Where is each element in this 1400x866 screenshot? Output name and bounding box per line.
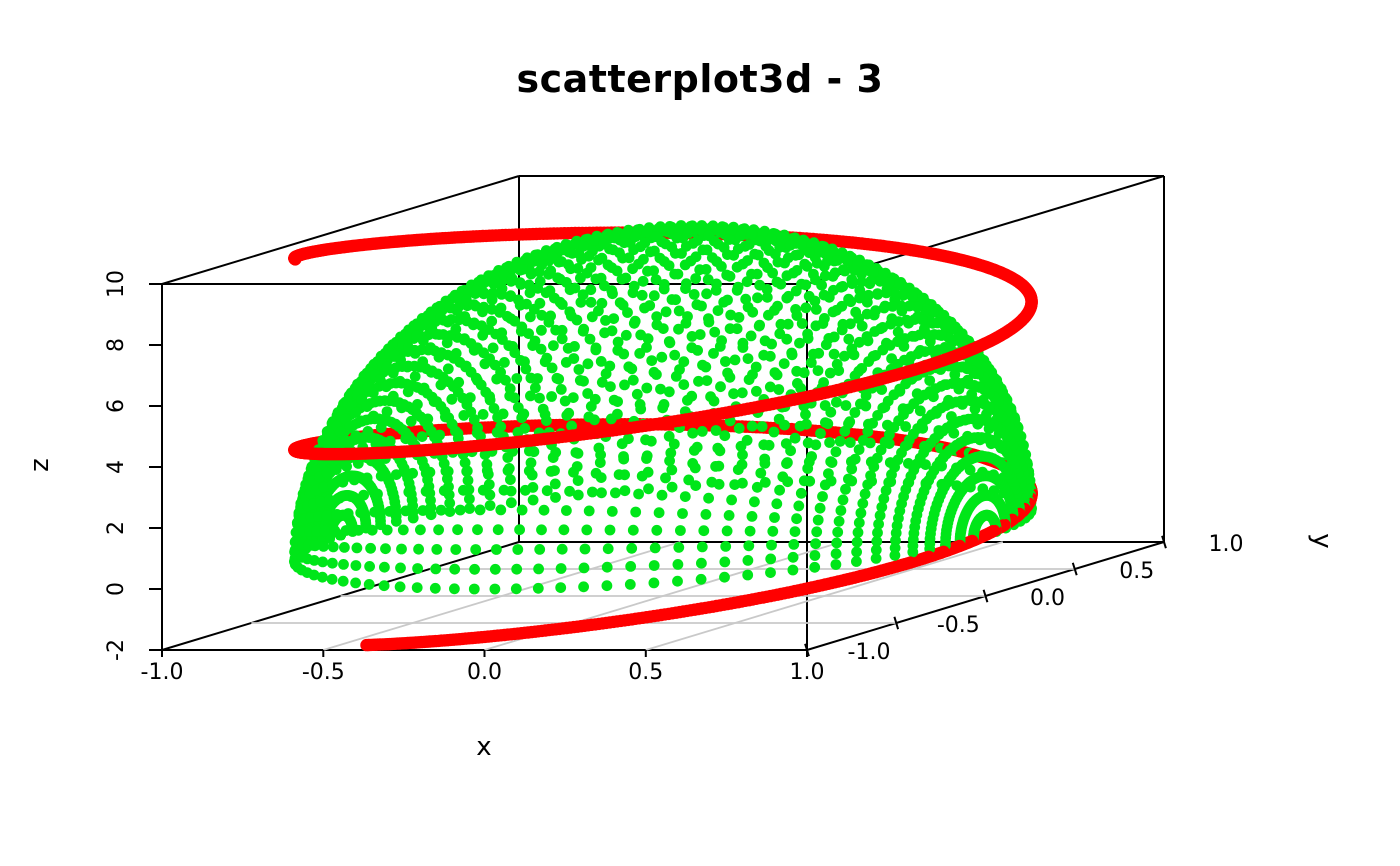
x-tick-label: 0.5 — [628, 660, 663, 685]
y-axis-label: y — [1307, 533, 1337, 549]
z-tick-label: 2 — [104, 521, 129, 535]
data-points — [288, 220, 1038, 652]
z-tick-label: 0 — [104, 582, 129, 596]
y-tick-label: 0.0 — [1030, 586, 1065, 611]
axis-tick-labels: -1.0 -0.5 0.0 0.5 1.0 -2 0 2 4 6 8 10 -1.0 -0.5 0.0 0.5… — [104, 270, 1244, 685]
y-tick-label: -1.0 — [848, 640, 891, 665]
x-tick-label: 1.0 — [790, 660, 825, 685]
x-axis-label: x — [476, 732, 492, 762]
x-tick-label: -1.0 — [141, 660, 184, 685]
z-axis-label: z — [25, 458, 55, 472]
z-tick-label: 10 — [104, 270, 129, 298]
y-tick-label: -0.5 — [937, 613, 980, 638]
z-tick-label: 6 — [104, 399, 129, 413]
y-tick-label: 0.5 — [1119, 559, 1154, 584]
z-tick-label: 8 — [104, 338, 129, 352]
y-tick-label: 1.0 — [1209, 532, 1244, 557]
x-tick-label: 0.0 — [467, 660, 502, 685]
axis-tick-marks — [149, 283, 1167, 657]
chart-title: scatterplot3d - 3 — [516, 57, 884, 101]
z-tick-label: 4 — [104, 460, 129, 474]
x-tick-label: -0.5 — [302, 660, 345, 685]
z-tick-label: -2 — [104, 639, 129, 661]
